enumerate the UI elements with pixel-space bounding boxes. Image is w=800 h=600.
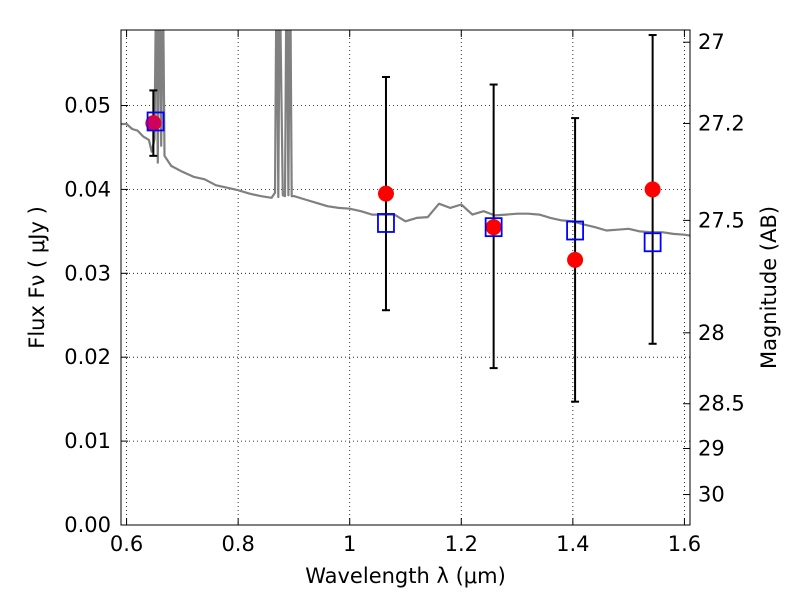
y-tick-labels: 0.00 0.01 0.02 0.03 0.04 0.05	[64, 94, 111, 537]
x-tick-label: 1.6	[668, 532, 701, 556]
x-tick-label: 1.4	[556, 532, 589, 556]
observed-flux-point	[567, 251, 584, 268]
x-tick-label: 0.6	[110, 532, 143, 556]
overlap-point	[146, 116, 161, 131]
plot-frame	[120, 29, 691, 526]
model-spectrum-layer	[121, 30, 690, 237]
y-tick-label: 0.05	[64, 94, 111, 118]
y2-tick-label: 30	[698, 483, 725, 507]
model-flux-square	[643, 232, 662, 253]
grid-lines	[121, 30, 690, 525]
error-bars-layer	[149, 34, 657, 403]
markers-layer	[145, 111, 662, 268]
y2-tick-label: 27.5	[698, 208, 745, 232]
y2-tick-label: 27.2	[698, 111, 745, 135]
x-tick-label: 1.2	[445, 532, 478, 556]
y2-tick-label: 27	[698, 30, 725, 54]
y2-tick-labels: 27 27.2 27.5 28 28.5 29 30	[698, 30, 745, 506]
x-tick-label: 1	[343, 532, 356, 556]
y-axis-label: Flux Fν ( μJy )	[25, 206, 49, 349]
y2-axis-label: Magnitude (AB)	[757, 206, 781, 369]
model-flux-square	[377, 213, 395, 233]
model-flux-square	[484, 217, 503, 238]
observed-flux-point	[485, 219, 502, 236]
model-spectrum-line	[121, 30, 690, 237]
x-tick-label: 0.8	[221, 532, 254, 556]
x-axis-label: Wavelength λ (μm)	[305, 564, 506, 588]
y-tick-label: 0.00	[64, 513, 111, 537]
y2-tick-label: 28	[698, 321, 725, 345]
observed-flux-point	[377, 185, 394, 202]
y-tick-label: 0.01	[64, 429, 111, 453]
y-tick-label: 0.03	[64, 261, 111, 285]
observed-flux-point	[644, 181, 661, 198]
y-tick-label: 0.04	[64, 177, 111, 201]
y2-tick-label: 29	[698, 436, 725, 460]
y2-tick-label: 28.5	[698, 392, 745, 416]
x-tick-labels: 0.6 0.8 1 1.2 1.4 1.6	[110, 532, 701, 556]
model-flux-square	[566, 220, 584, 241]
tick-marks	[121, 30, 690, 526]
y-tick-label: 0.02	[64, 345, 111, 369]
